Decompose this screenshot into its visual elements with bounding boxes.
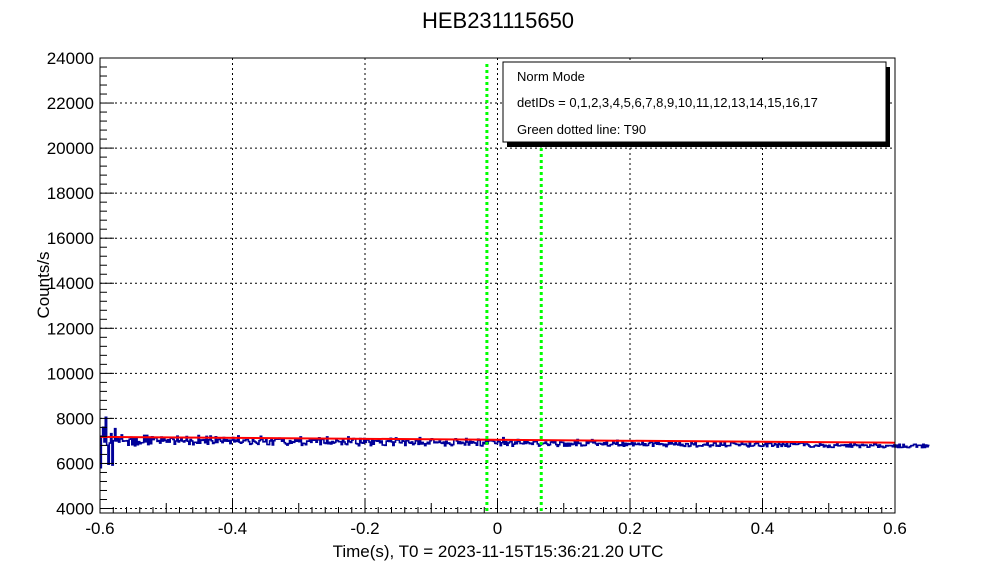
y-axis-label: Counts/s <box>34 251 53 318</box>
legend-entry-t90: Green dotted line: T90 <box>517 122 646 137</box>
y-tick-labels: 4000 6000 8000 10000 12000 14000 16000 18000 200… <box>47 49 94 518</box>
y-tick-label: 22000 <box>47 94 94 113</box>
x-axis-label: Time(s), T0 = 2023-11-15T15:36:21.20 UTC <box>333 542 664 561</box>
y-tick-label: 12000 <box>47 319 94 338</box>
y-tick-label: 14000 <box>47 274 94 293</box>
fit-line <box>99 435 896 444</box>
x-tick-label: -0.2 <box>350 519 379 538</box>
y-tick-label: 18000 <box>47 184 94 203</box>
y-tick-label: 10000 <box>47 364 94 383</box>
x-tick-label: 0 <box>493 519 502 538</box>
fit-line-series <box>99 435 896 444</box>
axis-ticks <box>99 57 896 513</box>
y-tick-label: 8000 <box>56 409 94 428</box>
legend-box <box>502 61 887 143</box>
x-tick-label: -0.4 <box>218 519 247 538</box>
x-tick-label: 0.2 <box>618 519 642 538</box>
x-tick-label: -0.6 <box>85 519 114 538</box>
histogram-step-line <box>100 416 930 469</box>
x-tick-label: 0.6 <box>883 519 907 538</box>
legend: Norm Mode detIDs = 0,1,2,3,4,5,6,7,8,9,1… <box>502 61 890 147</box>
legend-entry-detids: detIDs = 0,1,2,3,4,5,6,7,8,9,10,11,12,13… <box>517 95 818 110</box>
x-tick-label: 0.4 <box>751 519 775 538</box>
y-tick-label: 6000 <box>56 454 94 473</box>
chart-title: HEB231115650 <box>422 8 574 33</box>
y-tick-label: 4000 <box>56 499 94 518</box>
legend-entry-mode: Norm Mode <box>517 69 585 84</box>
y-tick-label: 24000 <box>47 49 94 68</box>
x-tick-labels: -0.6 -0.4 -0.2 0 0.2 0.4 0.6 <box>85 519 906 538</box>
y-tick-label: 16000 <box>47 229 94 248</box>
histogram-series <box>100 416 930 469</box>
y-tick-label: 20000 <box>47 139 94 158</box>
t90-lines <box>485 64 543 513</box>
